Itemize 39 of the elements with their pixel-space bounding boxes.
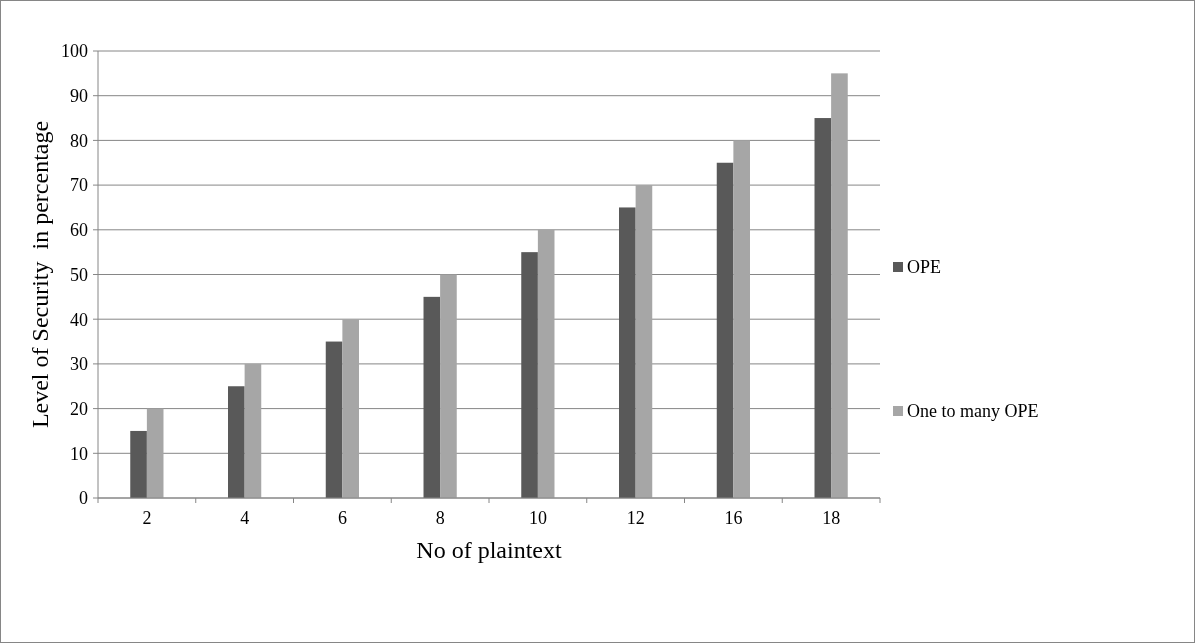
y-tick-label: 20 [70, 398, 88, 419]
bar [716, 162, 734, 498]
bar [521, 252, 538, 498]
bar [635, 185, 653, 498]
x-axis-title: No of plaintext [416, 537, 562, 563]
bar [325, 341, 343, 498]
bar [733, 140, 750, 498]
bar [814, 118, 832, 498]
bar [228, 386, 245, 498]
legend-label: One to many OPE [907, 401, 1039, 422]
y-tick-label: 50 [70, 264, 88, 285]
y-tick-label: 70 [70, 175, 88, 196]
x-tick-label: 4 [240, 508, 250, 528]
y-tick-label: 80 [70, 130, 88, 151]
x-tick-label: 16 [724, 508, 743, 528]
bar [146, 408, 164, 498]
bar [440, 274, 457, 498]
x-tick-label: 18 [822, 508, 841, 528]
x-tick-label: 12 [626, 508, 645, 528]
bar [619, 207, 636, 498]
x-tick-label: 10 [528, 508, 547, 528]
y-tick-label: 0 [79, 488, 88, 509]
x-tick-label: 8 [435, 508, 445, 528]
legend-label: OPE [907, 257, 942, 278]
y-tick-label: 90 [70, 86, 88, 106]
y-tick-label: 60 [70, 220, 88, 241]
bar [537, 229, 555, 498]
y-tick-label: 10 [70, 443, 88, 464]
bar [130, 430, 147, 498]
bar [831, 73, 848, 498]
bar [244, 363, 262, 498]
x-tick-label: 6 [337, 508, 347, 528]
bar [342, 319, 359, 498]
y-tick-label: 100 [61, 41, 88, 62]
y-axis-title: Level of Security in percentage [27, 120, 53, 429]
bar [423, 296, 441, 498]
y-tick-label: 40 [70, 309, 88, 330]
x-tick-label: 2 [142, 508, 152, 528]
y-tick-label: 30 [70, 354, 88, 375]
